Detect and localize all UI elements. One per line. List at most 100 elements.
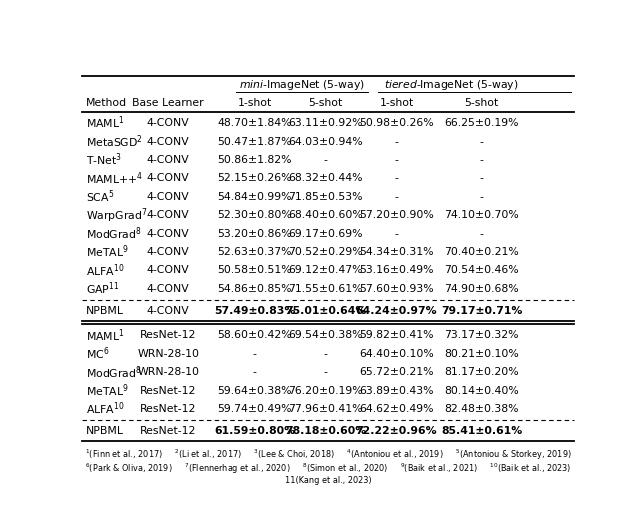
Text: WarpGrad$^7$: WarpGrad$^7$: [86, 206, 148, 225]
Text: ModGrad$^8$: ModGrad$^8$: [86, 225, 141, 242]
Text: -: -: [324, 349, 328, 359]
Text: $^6$(Park & Oliva, 2019)     $^7$(Flennerhag et al., 2020)     $^8$(Simon et al.: $^6$(Park & Oliva, 2019) $^7$(Flennerhag…: [84, 462, 572, 476]
Text: 82.48±0.38%: 82.48±0.38%: [445, 404, 519, 414]
Text: WRN-28-10: WRN-28-10: [138, 367, 199, 377]
Text: 68.40±0.60%: 68.40±0.60%: [288, 210, 363, 220]
Text: 5-shot: 5-shot: [308, 98, 342, 108]
Text: $\it{mini}$-ImageNet (5-way): $\it{mini}$-ImageNet (5-way): [239, 78, 365, 92]
Text: 11(Kang et al., 2023): 11(Kang et al., 2023): [285, 476, 371, 485]
Text: 74.10±0.70%: 74.10±0.70%: [444, 210, 519, 220]
Text: 50.58±0.51%: 50.58±0.51%: [217, 265, 292, 276]
Text: 4-CONV: 4-CONV: [147, 265, 189, 276]
Text: 53.16±0.49%: 53.16±0.49%: [359, 265, 434, 276]
Text: 50.86±1.82%: 50.86±1.82%: [218, 155, 292, 165]
Text: GAP$^{11}$: GAP$^{11}$: [86, 281, 120, 297]
Text: -: -: [394, 173, 398, 183]
Text: 4-CONV: 4-CONV: [147, 118, 189, 128]
Text: $\it{tiered}$-ImageNet (5-way): $\it{tiered}$-ImageNet (5-way): [384, 78, 519, 92]
Text: MAML$^1$: MAML$^1$: [86, 115, 124, 132]
Text: 4-CONV: 4-CONV: [147, 247, 189, 257]
Text: -: -: [324, 155, 328, 165]
Text: T-Net$^3$: T-Net$^3$: [86, 152, 122, 168]
Text: 64.03±0.94%: 64.03±0.94%: [288, 137, 363, 146]
Text: 68.32±0.44%: 68.32±0.44%: [288, 173, 363, 183]
Text: -: -: [480, 137, 484, 146]
Text: ResNet-12: ResNet-12: [140, 427, 196, 436]
Text: 1-shot: 1-shot: [380, 98, 413, 108]
Text: -: -: [480, 155, 484, 165]
Text: 72.22±0.96%: 72.22±0.96%: [356, 427, 437, 436]
Text: 54.84±0.99%: 54.84±0.99%: [218, 192, 292, 202]
Text: 54.34±0.31%: 54.34±0.31%: [359, 247, 434, 257]
Text: SCA$^5$: SCA$^5$: [86, 189, 114, 205]
Text: 1-shot: 1-shot: [237, 98, 272, 108]
Text: 63.11±0.92%: 63.11±0.92%: [288, 118, 363, 128]
Text: -: -: [324, 367, 328, 377]
Text: 4-CONV: 4-CONV: [147, 137, 189, 146]
Text: 76.20±0.19%: 76.20±0.19%: [288, 386, 363, 396]
Text: WRN-28-10: WRN-28-10: [138, 349, 199, 359]
Text: -: -: [480, 173, 484, 183]
Text: 79.17±0.71%: 79.17±0.71%: [441, 306, 522, 316]
Text: 71.85±0.53%: 71.85±0.53%: [288, 192, 363, 202]
Text: MAML++$^4$: MAML++$^4$: [86, 170, 143, 187]
Text: 61.59±0.80%: 61.59±0.80%: [214, 427, 295, 436]
Text: 69.17±0.69%: 69.17±0.69%: [288, 229, 363, 238]
Text: -: -: [253, 349, 257, 359]
Text: Method: Method: [86, 98, 127, 108]
Text: 4-CONV: 4-CONV: [147, 210, 189, 220]
Text: ModGrad$^8$: ModGrad$^8$: [86, 364, 141, 380]
Text: 52.15±0.26%: 52.15±0.26%: [218, 173, 292, 183]
Text: 75.01±0.64%: 75.01±0.64%: [285, 306, 366, 316]
Text: ResNet-12: ResNet-12: [140, 404, 196, 414]
Text: 80.14±0.40%: 80.14±0.40%: [444, 386, 519, 396]
Text: 63.89±0.43%: 63.89±0.43%: [359, 386, 434, 396]
Text: Base Learner: Base Learner: [132, 98, 204, 108]
Text: -: -: [394, 229, 398, 238]
Text: 74.90±0.68%: 74.90±0.68%: [444, 284, 519, 294]
Text: NPBML: NPBML: [86, 306, 124, 316]
Text: 54.86±0.85%: 54.86±0.85%: [218, 284, 292, 294]
Text: 66.25±0.19%: 66.25±0.19%: [445, 118, 519, 128]
Text: 65.72±0.21%: 65.72±0.21%: [359, 367, 434, 377]
Text: 5-shot: 5-shot: [465, 98, 499, 108]
Text: 52.63±0.37%: 52.63±0.37%: [218, 247, 292, 257]
Text: MAML$^1$: MAML$^1$: [86, 327, 124, 344]
Text: 50.47±1.87%: 50.47±1.87%: [218, 137, 292, 146]
Text: 57.49±0.83%: 57.49±0.83%: [214, 306, 295, 316]
Text: MeTAL$^9$: MeTAL$^9$: [86, 382, 129, 399]
Text: MetaSGD$^2$: MetaSGD$^2$: [86, 133, 143, 150]
Text: 48.70±1.84%: 48.70±1.84%: [218, 118, 292, 128]
Text: ResNet-12: ResNet-12: [140, 386, 196, 396]
Text: -: -: [480, 192, 484, 202]
Text: $^1$(Finn et al., 2017)     $^2$(Li et al., 2017)     $^3$(Lee & Choi, 2018)    : $^1$(Finn et al., 2017) $^2$(Li et al., …: [84, 448, 572, 462]
Text: 4-CONV: 4-CONV: [147, 229, 189, 238]
Text: NPBML: NPBML: [86, 427, 124, 436]
Text: ResNet-12: ResNet-12: [140, 331, 196, 340]
Text: 52.30±0.80%: 52.30±0.80%: [217, 210, 292, 220]
Text: 85.41±0.61%: 85.41±0.61%: [441, 427, 522, 436]
Text: 59.82±0.41%: 59.82±0.41%: [359, 331, 434, 340]
Text: -: -: [394, 137, 398, 146]
Text: 59.64±0.38%: 59.64±0.38%: [218, 386, 292, 396]
Text: MC$^6$: MC$^6$: [86, 345, 109, 362]
Text: 81.17±0.20%: 81.17±0.20%: [444, 367, 519, 377]
Text: 4-CONV: 4-CONV: [147, 284, 189, 294]
Text: 4-CONV: 4-CONV: [147, 306, 189, 316]
Text: 4-CONV: 4-CONV: [147, 192, 189, 202]
Text: ALFA$^{10}$: ALFA$^{10}$: [86, 262, 124, 279]
Text: -: -: [480, 229, 484, 238]
Text: 69.12±0.47%: 69.12±0.47%: [288, 265, 363, 276]
Text: 4-CONV: 4-CONV: [147, 155, 189, 165]
Text: 53.20±0.86%: 53.20±0.86%: [217, 229, 292, 238]
Text: 59.74±0.49%: 59.74±0.49%: [218, 404, 292, 414]
Text: 57.20±0.90%: 57.20±0.90%: [359, 210, 434, 220]
Text: 57.60±0.93%: 57.60±0.93%: [359, 284, 434, 294]
Text: ALFA$^{10}$: ALFA$^{10}$: [86, 401, 124, 417]
Text: 64.62±0.49%: 64.62±0.49%: [359, 404, 434, 414]
Text: 70.40±0.21%: 70.40±0.21%: [444, 247, 519, 257]
Text: 77.96±0.41%: 77.96±0.41%: [288, 404, 363, 414]
Text: 80.21±0.10%: 80.21±0.10%: [444, 349, 519, 359]
Text: 78.18±0.60%: 78.18±0.60%: [285, 427, 366, 436]
Text: 4-CONV: 4-CONV: [147, 173, 189, 183]
